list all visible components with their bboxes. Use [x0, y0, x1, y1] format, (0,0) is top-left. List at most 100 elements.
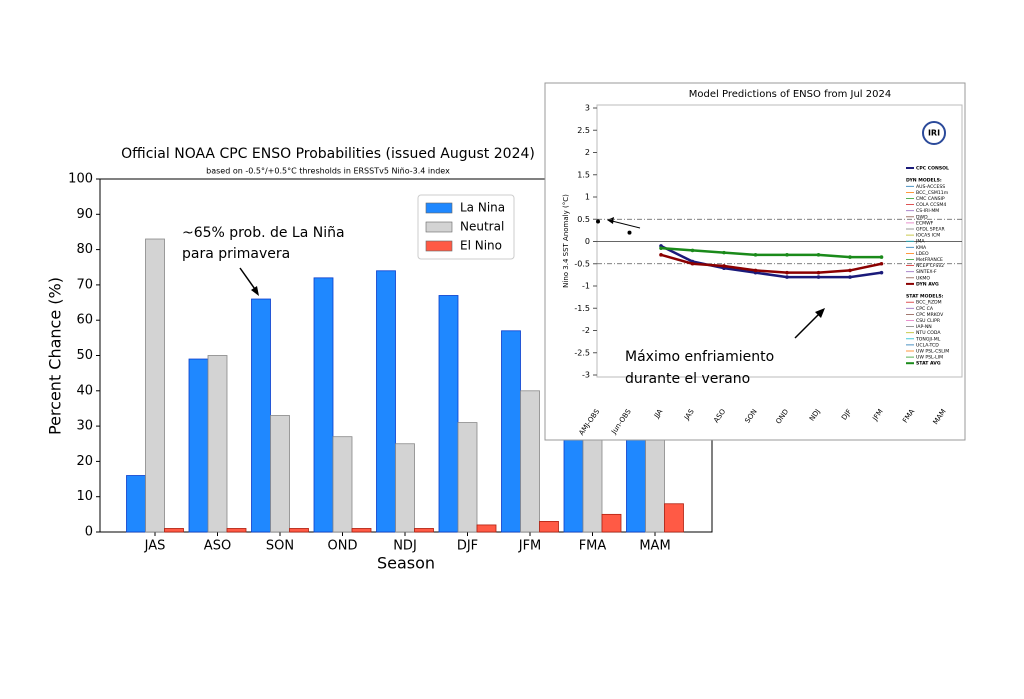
point	[785, 275, 789, 279]
legend-label: IAP-NN	[916, 324, 932, 330]
annotation-arrow	[794, 312, 821, 339]
y-tick-label: 2.5	[577, 126, 590, 135]
y-tick-label: 40	[76, 383, 93, 398]
x-tick-label: FMA	[579, 539, 607, 554]
y-tick-label: -1	[582, 282, 590, 291]
point	[753, 268, 758, 273]
point	[627, 230, 632, 235]
point	[785, 253, 789, 257]
point	[848, 255, 852, 259]
legend-label: ECMWF	[916, 220, 934, 226]
chart-subtitle: based on -0.5°/+0.5°C thresholds in ERSS…	[206, 167, 450, 176]
point	[596, 219, 600, 224]
bar	[126, 475, 146, 533]
legend-label: COLA CCSM4	[916, 202, 946, 208]
point	[879, 270, 884, 275]
legend-label: LDEO	[916, 251, 929, 257]
model-plume-chart: Model Predictions of ENSO from Jul 2024 …	[544, 82, 966, 441]
y-tick-label: 0	[585, 237, 590, 246]
bar	[395, 443, 415, 533]
legend-label: NCEP CFSv2	[916, 263, 944, 269]
chart-title: Model Predictions of ENSO from Jul 2024	[689, 89, 891, 100]
legend-label: IOCAS ICM	[916, 233, 940, 239]
bar	[539, 521, 559, 533]
legend-label: UW PSL-LIM	[916, 355, 943, 361]
point	[753, 253, 758, 257]
legend-label: La Nina	[460, 201, 505, 215]
legend-label: STAT AVG	[916, 361, 941, 367]
x-tick-label: SON	[266, 539, 294, 554]
point	[879, 261, 884, 266]
y-axis-label: Percent Chance (%)	[46, 277, 65, 435]
point	[879, 255, 884, 259]
bar	[251, 298, 271, 533]
arrow-head	[815, 308, 825, 318]
point	[659, 253, 663, 257]
legend-label: NTU CODA	[916, 330, 941, 336]
y-tick-label: 0	[85, 525, 93, 540]
bar	[207, 355, 228, 533]
point	[848, 268, 852, 273]
point	[690, 248, 695, 253]
bar	[164, 528, 184, 533]
y-tick-label: -2	[582, 326, 590, 335]
y-tick-label: -3	[582, 371, 590, 380]
legend-label: El Nino	[460, 239, 502, 253]
point	[722, 250, 726, 255]
legend-label: SINTEX-F	[916, 269, 937, 275]
bar	[520, 390, 540, 533]
arrow-head	[607, 217, 614, 224]
legend-label: AUS-ACCESS	[916, 184, 945, 190]
bar	[188, 358, 209, 533]
annotation: Máximo enfriamiento	[625, 349, 774, 365]
y-tick-label: 50	[76, 348, 93, 363]
y-tick-label: -2.5	[574, 348, 590, 357]
bar	[501, 330, 521, 533]
point	[816, 270, 821, 275]
bar	[226, 528, 247, 533]
legend-label: GFDL SPEAR	[916, 227, 945, 233]
legend-label: UKMO	[916, 275, 930, 281]
logo	[922, 121, 946, 145]
x-tick-label: NDJ	[393, 539, 417, 554]
legend-label: CPC CONSOL	[916, 166, 949, 172]
annotation: para primavera	[182, 246, 290, 262]
bar	[457, 422, 478, 533]
legend-label: CPC CA	[916, 306, 934, 312]
bar	[664, 503, 684, 533]
x-tick-label: JFM	[518, 539, 542, 554]
y-tick-label: 2	[585, 148, 590, 157]
series-line	[660, 244, 882, 279]
bar	[601, 513, 622, 533]
y-tick-label: 60	[76, 313, 93, 328]
chart-title: Official NOAA CPC ENSO Probabilities (is…	[121, 146, 535, 162]
bar	[313, 277, 334, 533]
y-tick-label: -1.5	[574, 304, 590, 313]
bar	[270, 415, 290, 533]
legend-label: CMC CANSIP	[916, 196, 945, 202]
y-tick-label: 70	[76, 277, 93, 292]
bar	[145, 238, 165, 533]
y-tick-label: 10	[76, 489, 93, 504]
legend-label: DYN AVG	[916, 281, 939, 287]
x-axis-label: Season	[377, 554, 435, 573]
legend-label: JMA	[915, 239, 925, 245]
y-tick-label: 1.5	[577, 170, 590, 179]
legend-heading: STAT MODELS:	[906, 294, 944, 300]
x-tick-label: JAS	[144, 539, 166, 554]
y-tick-label: 80	[76, 242, 93, 257]
legend-label: MetFRANCE	[916, 257, 943, 263]
annotation: durante el verano	[625, 371, 750, 387]
point	[816, 275, 821, 279]
legend-label: CS-IRI-MM	[916, 208, 939, 214]
series-line	[660, 253, 882, 274]
y-tick-label: 100	[68, 172, 93, 187]
point	[690, 261, 695, 266]
y-tick-label: 3	[585, 104, 590, 113]
legend-label: BCC_CSM11m	[916, 190, 949, 196]
legend-heading: DYN MODELS:	[906, 178, 942, 184]
legend-swatch	[425, 221, 453, 233]
legend-swatch	[425, 240, 453, 252]
x-tick-label: ASO	[204, 539, 231, 554]
